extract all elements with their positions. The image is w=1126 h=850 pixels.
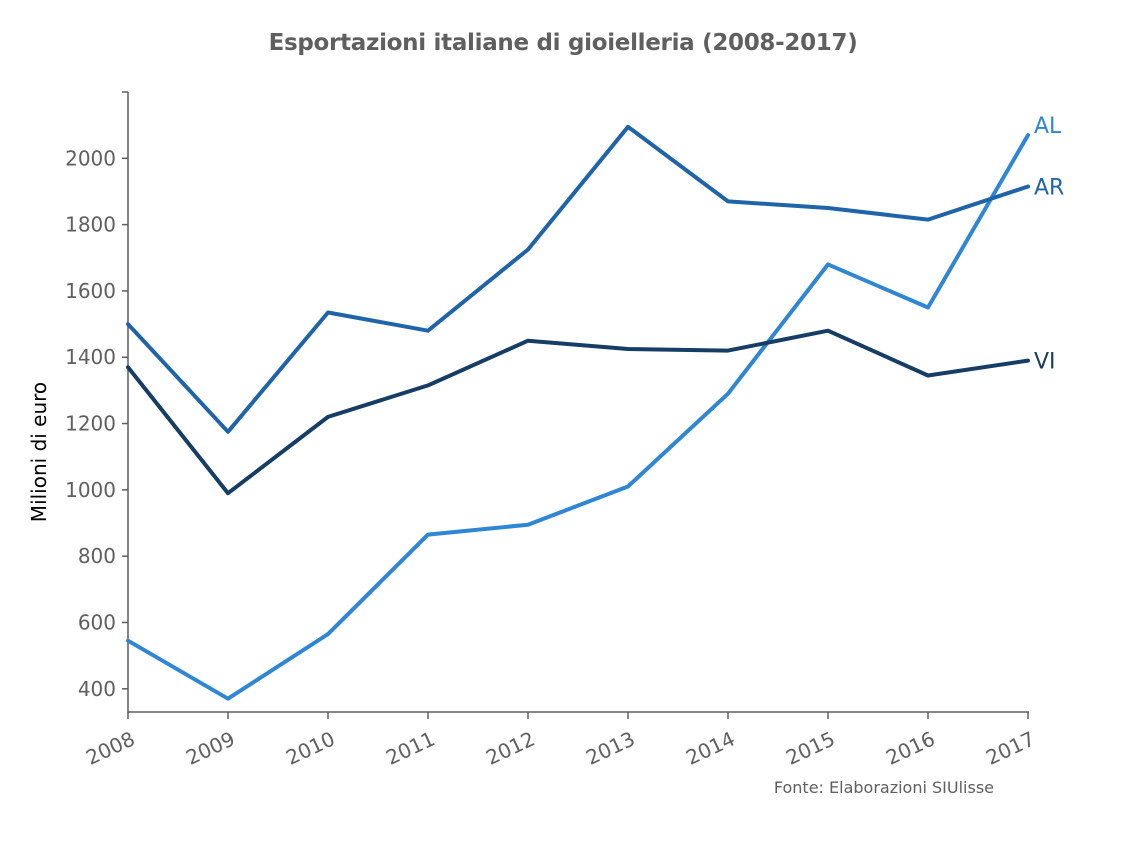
y-tick-label: 1600 [65,279,116,303]
series-line-al [126,133,1030,701]
x-tick-label: 2015 [782,727,838,770]
y-tick-label: 800 [78,544,116,568]
y-tick-label: 1000 [65,478,116,502]
x-tick-label: 2009 [182,727,238,770]
series-label-ar: AR [1034,175,1064,200]
series-lines [126,124,1030,701]
y-tick-label: 400 [78,677,116,701]
series-label-al: AL [1034,114,1062,139]
series-line-ar [126,124,1030,434]
y-tick-label: 1200 [65,412,116,436]
y-tick-label: 1800 [65,213,116,237]
series-line-vi [126,328,1030,496]
series-label-vi: VI [1034,350,1056,375]
y-tick-label: 600 [78,610,116,634]
x-tick-label: 2012 [482,727,538,770]
x-tick-label: 2017 [982,727,1038,770]
x-tick-label: 2016 [882,727,938,770]
source-note: Fonte: Elaborazioni SIUlisse [773,778,994,797]
y-tick-label: 1400 [65,345,116,369]
series-labels: AL AR VI [1034,114,1064,374]
y-tick-label: 2000 [65,146,116,170]
x-tick-label: 2010 [282,727,338,770]
x-tick-label: 2014 [682,727,738,770]
x-tick-label: 2013 [582,727,638,770]
y-axis-title: Milioni di euro [27,382,51,522]
chart-title: Esportazioni italiane di gioielleria (20… [268,30,858,56]
x-tick-label: 2011 [382,727,438,770]
x-tick-label: 2008 [82,727,138,770]
